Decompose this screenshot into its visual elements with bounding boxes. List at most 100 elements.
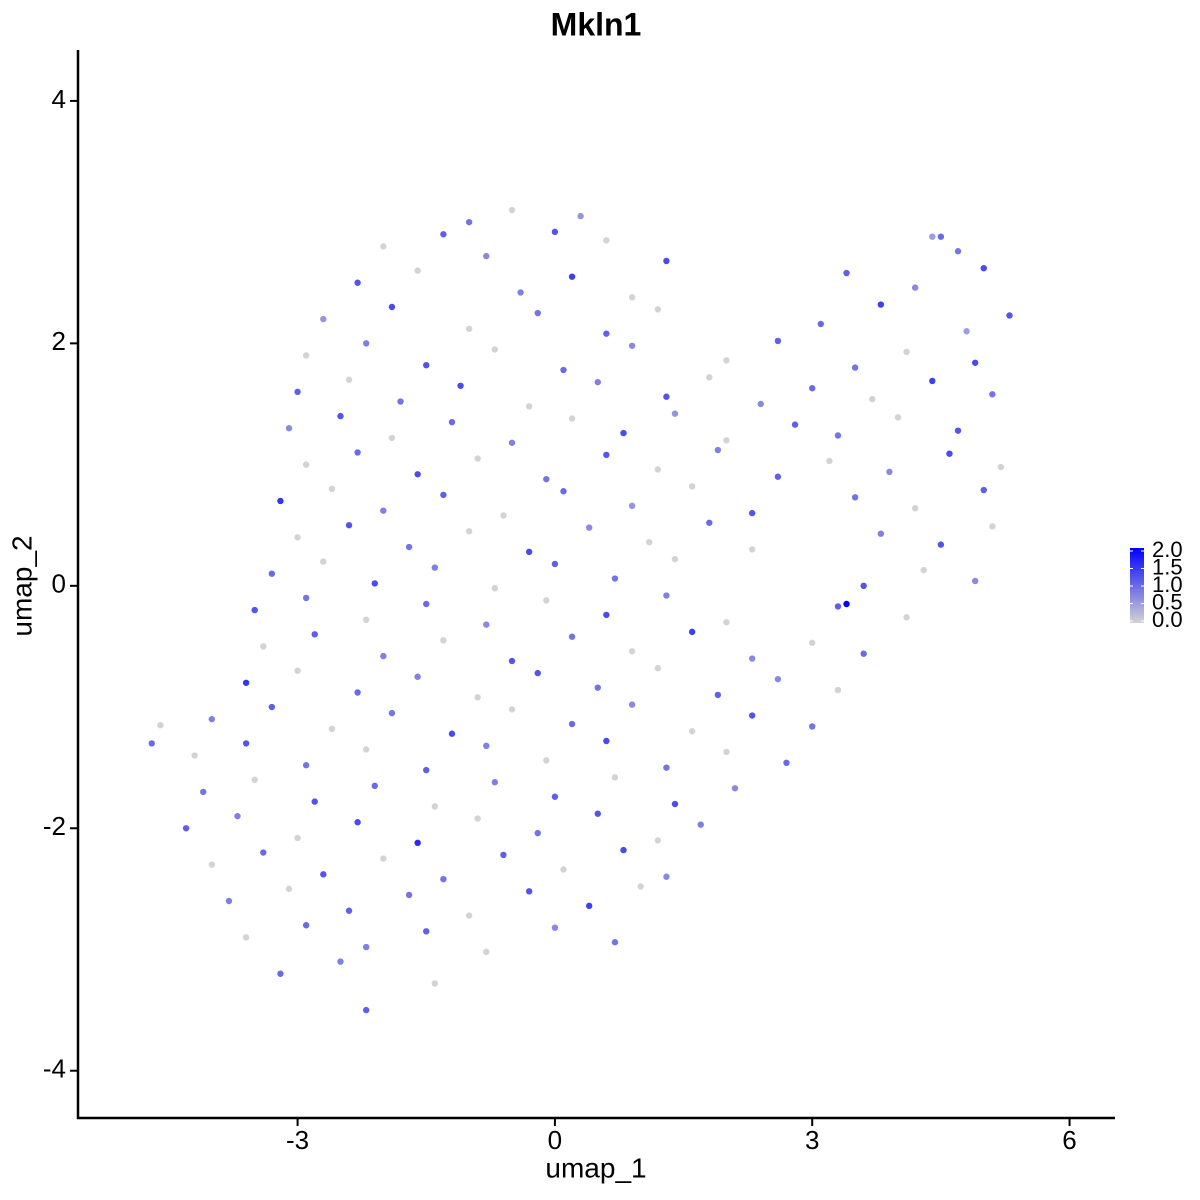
point	[491, 346, 499, 353]
point	[757, 400, 764, 408]
point	[731, 785, 739, 792]
point	[997, 463, 1005, 471]
point	[440, 875, 447, 883]
point	[551, 924, 559, 931]
point	[551, 560, 559, 568]
point	[157, 722, 164, 729]
point	[311, 631, 318, 638]
point	[603, 737, 610, 745]
point	[809, 385, 816, 392]
point	[946, 450, 953, 457]
point	[500, 512, 507, 519]
point	[277, 970, 284, 977]
point	[954, 248, 962, 255]
point	[851, 364, 859, 371]
point	[637, 883, 644, 890]
point	[654, 466, 662, 473]
point	[774, 473, 782, 480]
point	[568, 273, 576, 280]
point	[628, 294, 636, 301]
point	[774, 675, 782, 683]
point	[723, 618, 730, 626]
point	[654, 306, 662, 313]
colorbar-label: 0.5	[1152, 589, 1183, 614]
point	[285, 425, 293, 432]
point	[534, 669, 541, 677]
point	[268, 570, 276, 577]
point	[328, 485, 336, 493]
point	[500, 851, 507, 859]
point	[586, 902, 593, 910]
point	[465, 912, 473, 919]
point	[251, 606, 258, 614]
x-axis-label: umap_1	[545, 1152, 646, 1183]
point	[268, 703, 276, 711]
point	[603, 611, 610, 619]
point	[611, 939, 619, 946]
point	[937, 233, 945, 240]
point	[748, 712, 756, 719]
point	[723, 748, 730, 756]
point	[628, 701, 636, 708]
point	[920, 566, 927, 574]
point	[568, 720, 576, 728]
point	[354, 689, 361, 696]
point	[483, 948, 490, 956]
colorbar	[1130, 548, 1144, 623]
point	[843, 600, 850, 608]
point	[714, 446, 722, 454]
point	[508, 706, 516, 713]
colorbar-label: 1.0	[1152, 572, 1183, 597]
point	[611, 575, 619, 582]
y-tick-label: 4	[52, 84, 66, 114]
point	[543, 597, 550, 604]
point	[688, 628, 696, 636]
point	[345, 907, 353, 914]
point	[388, 303, 396, 311]
point	[260, 849, 267, 856]
point	[208, 715, 216, 723]
point	[414, 471, 421, 478]
point	[345, 522, 353, 529]
point	[843, 269, 850, 277]
point	[663, 257, 670, 265]
point	[260, 643, 267, 650]
point	[423, 928, 430, 935]
colorbar-label: 1.5	[1152, 554, 1183, 579]
point	[937, 541, 945, 548]
point	[362, 616, 370, 623]
point	[671, 555, 679, 563]
point	[663, 393, 670, 400]
point	[603, 237, 610, 244]
point	[929, 377, 936, 385]
point	[483, 742, 490, 750]
point	[320, 871, 327, 878]
point	[337, 412, 344, 420]
point	[388, 434, 396, 442]
point	[714, 691, 722, 699]
point	[491, 779, 499, 786]
point	[208, 861, 216, 868]
point	[586, 524, 593, 531]
point	[980, 486, 987, 494]
point	[834, 603, 842, 610]
point	[405, 543, 413, 551]
y-tick-label: 0	[52, 569, 66, 599]
point	[440, 637, 447, 644]
point	[817, 320, 824, 328]
point	[431, 803, 439, 810]
point	[354, 819, 361, 826]
point	[423, 361, 430, 369]
point	[809, 639, 816, 646]
point	[465, 528, 473, 535]
point	[525, 403, 533, 410]
point	[671, 800, 679, 808]
x-tick-label: 0	[548, 1125, 562, 1155]
point	[534, 829, 541, 837]
point	[354, 279, 361, 286]
point	[594, 378, 601, 386]
point	[560, 366, 567, 374]
point	[620, 846, 627, 854]
point	[551, 228, 559, 236]
point	[448, 418, 456, 426]
